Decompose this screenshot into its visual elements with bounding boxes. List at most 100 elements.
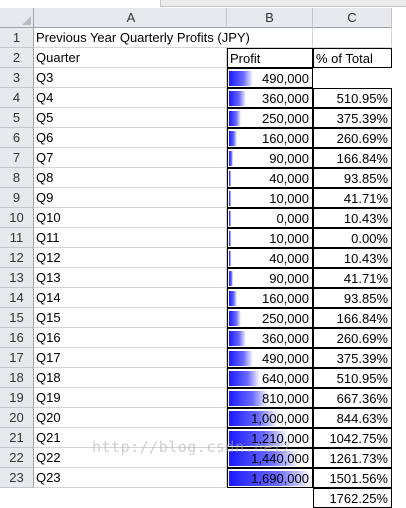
profit-cell[interactable]: 1,210,000 — [227, 428, 313, 448]
profit-cell[interactable]: 0,000 — [227, 208, 313, 228]
quarter-cell[interactable]: Q8 — [34, 168, 227, 188]
quarter-cell[interactable]: Q21 — [34, 428, 227, 448]
percent-cell[interactable]: 166.84% — [313, 148, 392, 168]
percent-cell[interactable]: 41.71% — [313, 268, 392, 288]
quarter-cell[interactable]: Q9 — [34, 188, 227, 208]
profit-cell[interactable]: 10,000 — [227, 188, 313, 208]
quarter-cell[interactable]: Q13 — [34, 268, 227, 288]
quarter-cell[interactable]: Q23 — [34, 468, 227, 488]
profit-cell[interactable]: 10,000 — [227, 228, 313, 248]
quarter-cell[interactable]: Q3 — [34, 68, 227, 88]
percent-cell[interactable]: 166.84% — [313, 308, 392, 328]
column-header-b[interactable]: B — [227, 8, 313, 28]
quarter-cell[interactable]: Q11 — [34, 228, 227, 248]
percent-cell[interactable]: 844.63% — [313, 408, 392, 428]
quarter-cell[interactable]: Q12 — [34, 248, 227, 268]
row-header[interactable]: 10 — [0, 208, 34, 228]
percent-cell[interactable]: 510.95% — [313, 88, 392, 108]
quarter-cell[interactable]: Q19 — [34, 388, 227, 408]
quarter-header-cell[interactable]: Quarter — [34, 48, 227, 68]
data-bar — [229, 71, 253, 86]
percent-cell[interactable]: 1762.25% — [313, 488, 392, 508]
percent-cell[interactable]: 667.36% — [313, 388, 392, 408]
row-header[interactable]: 14 — [0, 288, 34, 308]
row-header[interactable]: 4 — [0, 88, 34, 108]
row-header[interactable]: 13 — [0, 268, 34, 288]
profit-cell[interactable]: 360,000 — [227, 328, 313, 348]
profit-value: 1,690,000 — [251, 471, 309, 486]
profit-cell[interactable]: 250,000 — [227, 308, 313, 328]
quarter-cell[interactable]: Q4 — [34, 88, 227, 108]
percent-cell[interactable]: 10.43% — [313, 248, 392, 268]
quarter-cell[interactable]: Q16 — [34, 328, 227, 348]
empty-cell[interactable] — [313, 28, 392, 48]
row-header[interactable]: 7 — [0, 148, 34, 168]
profit-cell[interactable]: 640,000 — [227, 368, 313, 388]
quarter-cell[interactable]: Q14 — [34, 288, 227, 308]
profit-cell[interactable]: 490,000 — [227, 348, 313, 368]
select-all-corner[interactable] — [0, 8, 34, 28]
row-header[interactable]: 23 — [0, 468, 34, 488]
quarter-cell[interactable]: Q7 — [34, 148, 227, 168]
percent-cell[interactable]: 1261.73% — [313, 448, 392, 468]
profit-cell[interactable]: 90,000 — [227, 148, 313, 168]
row-header[interactable]: 17 — [0, 348, 34, 368]
row-header[interactable]: 19 — [0, 388, 34, 408]
data-bar — [229, 131, 237, 146]
percent-cell[interactable]: 0.00% — [313, 228, 392, 248]
percent-cell[interactable]: 260.69% — [313, 128, 392, 148]
percent-cell[interactable]: 41.71% — [313, 188, 392, 208]
row-header[interactable]: 11 — [0, 228, 34, 248]
row-header[interactable]: 15 — [0, 308, 34, 328]
percent-cell[interactable]: 375.39% — [313, 348, 392, 368]
percent-cell[interactable]: 10.43% — [313, 208, 392, 228]
quarter-cell[interactable]: Q22 — [34, 448, 227, 468]
row-header[interactable]: 21 — [0, 428, 34, 448]
quarter-cell[interactable]: Q10 — [34, 208, 227, 228]
percent-cell[interactable]: 510.95% — [313, 368, 392, 388]
profit-cell[interactable]: 1,440,000 — [227, 448, 313, 468]
percent-header-cell[interactable]: % of Total — [313, 48, 392, 68]
profit-cell[interactable]: 1,000,000 — [227, 408, 313, 428]
profit-cell[interactable]: 40,000 — [227, 168, 313, 188]
percent-cell[interactable]: 93.85% — [313, 288, 392, 308]
profit-cell[interactable]: 160,000 — [227, 128, 313, 148]
profit-cell[interactable]: 250,000 — [227, 108, 313, 128]
row-header[interactable]: 16 — [0, 328, 34, 348]
row-header[interactable]: 20 — [0, 408, 34, 428]
data-bar — [229, 191, 231, 206]
row-header[interactable]: 6 — [0, 128, 34, 148]
row-header[interactable]: 12 — [0, 248, 34, 268]
quarter-cell[interactable]: Q5 — [34, 108, 227, 128]
column-header-c[interactable]: C — [313, 8, 392, 28]
quarter-cell[interactable]: Q6 — [34, 128, 227, 148]
percent-cell[interactable]: 93.85% — [313, 168, 392, 188]
row-header[interactable]: 18 — [0, 368, 34, 388]
percent-cell[interactable]: 260.69% — [313, 328, 392, 348]
quarter-cell[interactable]: Q15 — [34, 308, 227, 328]
table-row: 7 Q7 90,000 93.85% — [0, 148, 392, 188]
title-cell[interactable]: Previous Year Quarterly Profits (JPY) — [34, 28, 313, 48]
percent-cell[interactable]: 375.39% — [313, 108, 392, 128]
profit-cell[interactable]: 40,000 — [227, 248, 313, 268]
quarter-cell[interactable]: Q20 — [34, 408, 227, 428]
profit-cell[interactable]: 160,000 — [227, 288, 313, 308]
profit-cell[interactable]: 90,000 — [227, 268, 313, 288]
profit-header-cell[interactable]: Profit — [227, 48, 313, 68]
row-header[interactable]: 22 — [0, 448, 34, 468]
percent-cell[interactable]: 1042.75% — [313, 428, 392, 448]
profit-cell[interactable]: 810,000 — [227, 388, 313, 408]
profit-cell[interactable]: 360,000 — [227, 88, 313, 108]
row-header[interactable]: 3 — [0, 68, 34, 88]
profit-cell[interactable]: 490,000 — [227, 68, 313, 88]
row-header[interactable]: 9 — [0, 188, 34, 208]
row-header[interactable]: 2 — [0, 48, 34, 68]
row-header[interactable]: 8 — [0, 168, 34, 188]
profit-cell[interactable]: 1,690,000 — [227, 468, 313, 488]
quarter-cell[interactable]: Q18 — [34, 368, 227, 388]
column-header-a[interactable]: A — [34, 8, 227, 28]
row-header[interactable]: 1 — [0, 28, 34, 48]
quarter-cell[interactable]: Q17 — [34, 348, 227, 368]
row-header[interactable]: 5 — [0, 108, 34, 128]
profit-value: 10,000 — [269, 191, 309, 206]
